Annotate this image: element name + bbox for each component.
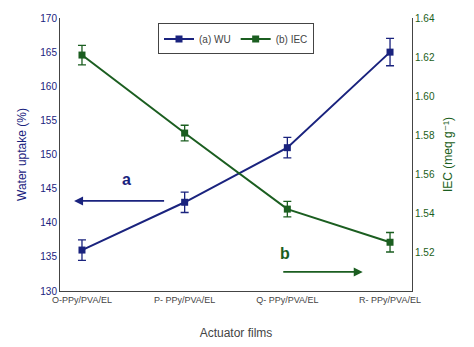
svg-text:(a) WU: (a) WU: [199, 34, 231, 45]
svg-text:170: 170: [40, 13, 57, 24]
svg-text:1.60: 1.60: [415, 91, 435, 102]
svg-text:145: 145: [40, 183, 57, 194]
svg-text:Water uptake (%): Water uptake (%): [15, 108, 29, 201]
svg-text:1.58: 1.58: [415, 130, 435, 141]
svg-text:R- PPy/PVA/EL: R- PPy/PVA/EL: [359, 295, 421, 305]
svg-text:IEC (meq g⁻¹): IEC (meq g⁻¹): [441, 117, 455, 192]
svg-text:a: a: [122, 171, 131, 188]
svg-text:(b) IEC: (b) IEC: [276, 34, 308, 45]
svg-text:1.64: 1.64: [415, 13, 435, 24]
svg-text:165: 165: [40, 47, 57, 58]
svg-text:1.62: 1.62: [415, 52, 435, 63]
svg-text:1.54: 1.54: [415, 208, 435, 219]
svg-text:160: 160: [40, 81, 57, 92]
svg-text:b: b: [280, 245, 290, 262]
svg-text:130: 130: [40, 286, 57, 297]
svg-text:Q- PPy/PVA/EL: Q- PPy/PVA/EL: [256, 295, 318, 305]
svg-text:1.56: 1.56: [415, 169, 435, 180]
svg-text:140: 140: [40, 217, 57, 228]
svg-text:1.52: 1.52: [415, 247, 435, 258]
svg-text:O-PPy/PVA/EL: O-PPy/PVA/EL: [52, 295, 112, 305]
svg-text:P- PPy/PVA/EL: P- PPy/PVA/EL: [154, 295, 215, 305]
svg-text:Actuator films: Actuator films: [200, 326, 273, 340]
svg-text:150: 150: [40, 149, 57, 160]
svg-text:155: 155: [40, 115, 57, 126]
svg-text:135: 135: [40, 251, 57, 262]
